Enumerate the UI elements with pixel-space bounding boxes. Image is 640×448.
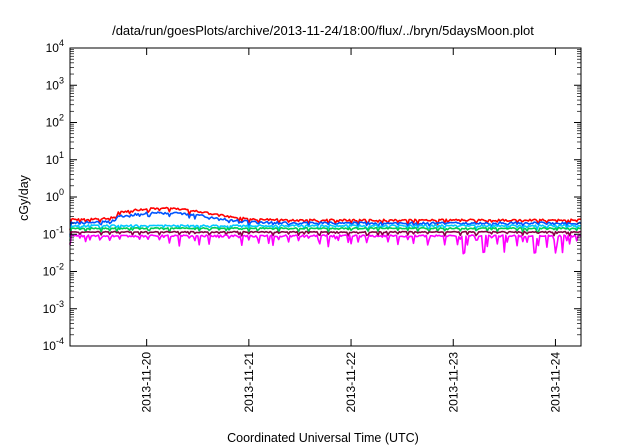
y-tick-label: 101 [46, 150, 64, 167]
x-tick-label: 2013-11-22 [344, 352, 358, 413]
x-axis: 2013-11-20 2013-11-21 2013-11-22 2013-11-23… [140, 48, 562, 413]
plot-frame [69, 47, 582, 347]
series-line [69, 234, 582, 255]
x-tick-label: 2013-11-20 [140, 352, 154, 413]
y-tick-label: 100 [46, 187, 64, 204]
series-line [69, 211, 582, 236]
y-axis: 10-4 10-3 10-2 10-1 100 101 102 103 104 [43, 38, 581, 353]
x-tick-label: 2013-11-24 [548, 352, 562, 413]
series-line [69, 206, 581, 231]
series-line [69, 226, 582, 241]
y-tick-label: 10-2 [43, 262, 64, 279]
y-tick-label: 10-3 [43, 299, 64, 316]
y-tick-label: 104 [46, 38, 64, 55]
series-line [69, 230, 582, 245]
chart-title: /data/run/goesPlots/archive/2013-11-24/1… [112, 23, 534, 38]
y-tick-label: 10-1 [43, 224, 64, 241]
x-tick-label: 2013-11-21 [242, 352, 256, 413]
series-layer [69, 206, 582, 255]
y-tick-label: 103 [46, 75, 64, 92]
series-line [69, 224, 582, 238]
y-tick-label: 10-4 [43, 336, 64, 353]
x-tick-label: 2013-11-23 [446, 352, 460, 413]
y-tick-label: 102 [46, 113, 64, 130]
y-axis-label: cGy/day [17, 174, 31, 221]
x-axis-label: Coordinated Universal Time (UTC) [227, 431, 419, 445]
